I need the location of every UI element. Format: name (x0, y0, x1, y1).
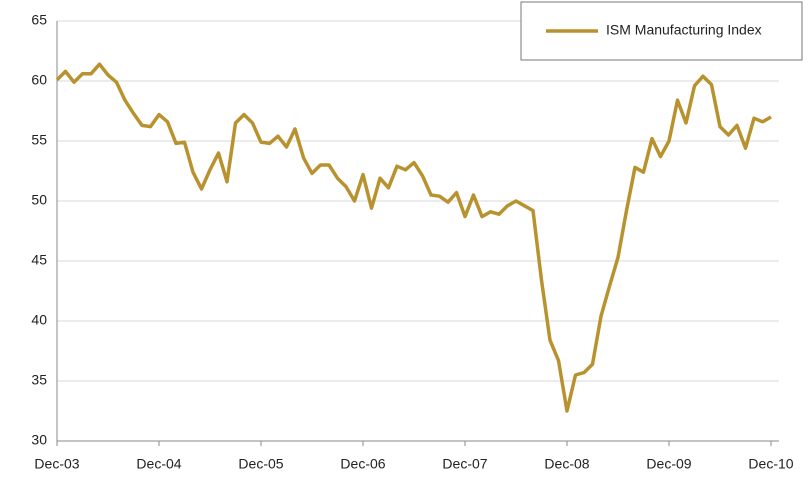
x-tick-label: Dec-03 (34, 456, 79, 472)
y-tick-label: 40 (31, 312, 47, 328)
y-tick-label: 35 (31, 372, 47, 388)
x-tick-label: Dec-06 (340, 456, 385, 472)
y-tick-label: 45 (31, 252, 47, 268)
y-tick-label: 60 (31, 72, 47, 88)
y-tick-label: 30 (31, 432, 47, 448)
x-tick-label: Dec-07 (442, 456, 487, 472)
legend-label: ISM Manufacturing Index (606, 22, 762, 38)
y-tick-label: 50 (31, 192, 47, 208)
y-tick-label: 55 (31, 132, 47, 148)
x-tick-label: Dec-09 (646, 456, 691, 472)
x-tick-label: Dec-08 (544, 456, 589, 472)
legend-box (520, 1, 803, 61)
x-tick-label: Dec-04 (136, 456, 181, 472)
y-tick-label: 65 (31, 12, 47, 28)
x-tick-label: Dec-05 (238, 456, 283, 472)
series-line (55, 62, 772, 413)
x-tick-label: Dec-10 (748, 456, 793, 472)
